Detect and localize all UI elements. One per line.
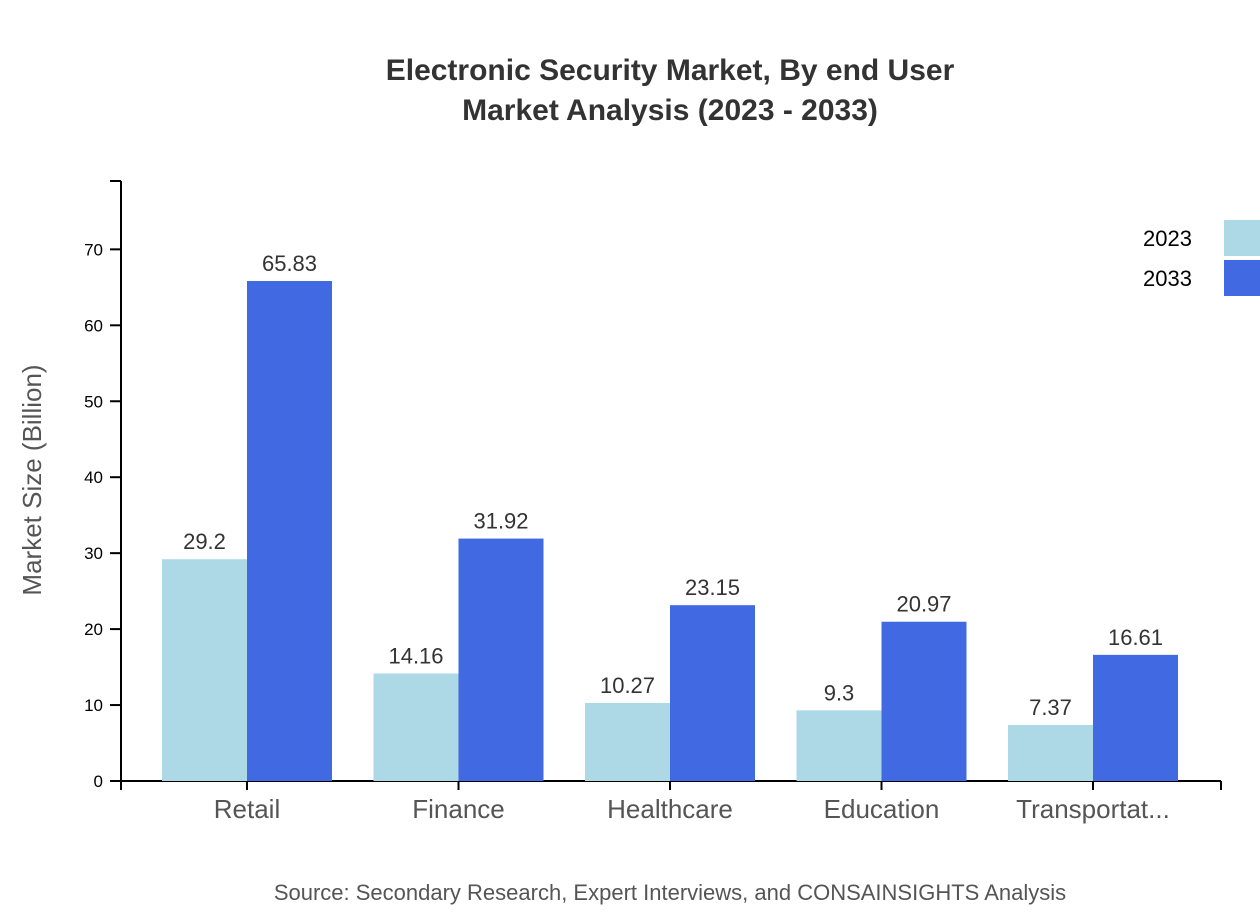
bar-2023-transportat [1008, 725, 1093, 781]
data-label: 65.83 [262, 251, 317, 276]
legend-swatch-2023 [1224, 220, 1260, 256]
bar-2033-education [881, 621, 967, 781]
legend-label: 2023 [1143, 226, 1192, 251]
data-label: 7.37 [1029, 695, 1072, 720]
x-tick-label: Education [824, 794, 940, 824]
bar-2023-education [796, 710, 882, 781]
source-note: Source: Secondary Research, Expert Inter… [274, 880, 1066, 905]
y-tick-label: 50 [84, 392, 103, 411]
bar-2023-finance [373, 673, 459, 781]
y-tick-label: 10 [84, 696, 103, 715]
data-label: 31.92 [473, 509, 528, 534]
data-label: 29.2 [183, 529, 226, 554]
y-axis-label: Market Size (Billion) [17, 364, 47, 595]
data-label: 9.3 [824, 680, 855, 705]
data-label: 10.27 [600, 673, 655, 698]
bar-2033-transportat [1093, 654, 1178, 781]
data-label: 14.16 [388, 643, 443, 668]
y-tick-label: 20 [84, 620, 103, 639]
y-tick-label: 60 [84, 316, 103, 335]
y-tick-label: 30 [84, 544, 103, 563]
data-label: 23.15 [685, 575, 740, 600]
y-tick-label: 70 [84, 240, 103, 259]
bar-2033-finance [458, 538, 544, 781]
x-tick-label: Retail [214, 794, 280, 824]
chart-title-line-2: Market Analysis (2023 - 2033) [462, 94, 878, 127]
bar-2033-healthcare [670, 605, 755, 781]
x-tick-label: Transportat... [1016, 794, 1170, 824]
chart-title-line-1: Electronic Security Market, By end User [386, 54, 955, 87]
x-tick-label: Finance [412, 794, 505, 824]
bar-2023-healthcare [585, 703, 670, 781]
data-label: 16.61 [1108, 625, 1163, 650]
y-tick-label: 40 [84, 468, 103, 487]
data-label: 20.97 [896, 592, 951, 617]
bar-2033-retail [247, 281, 332, 781]
legend-swatch-2033 [1224, 260, 1260, 296]
legend-label: 2033 [1143, 266, 1192, 291]
x-tick-label: Healthcare [607, 794, 733, 824]
bar-2023-retail [162, 559, 247, 781]
y-tick-label: 0 [94, 772, 103, 791]
